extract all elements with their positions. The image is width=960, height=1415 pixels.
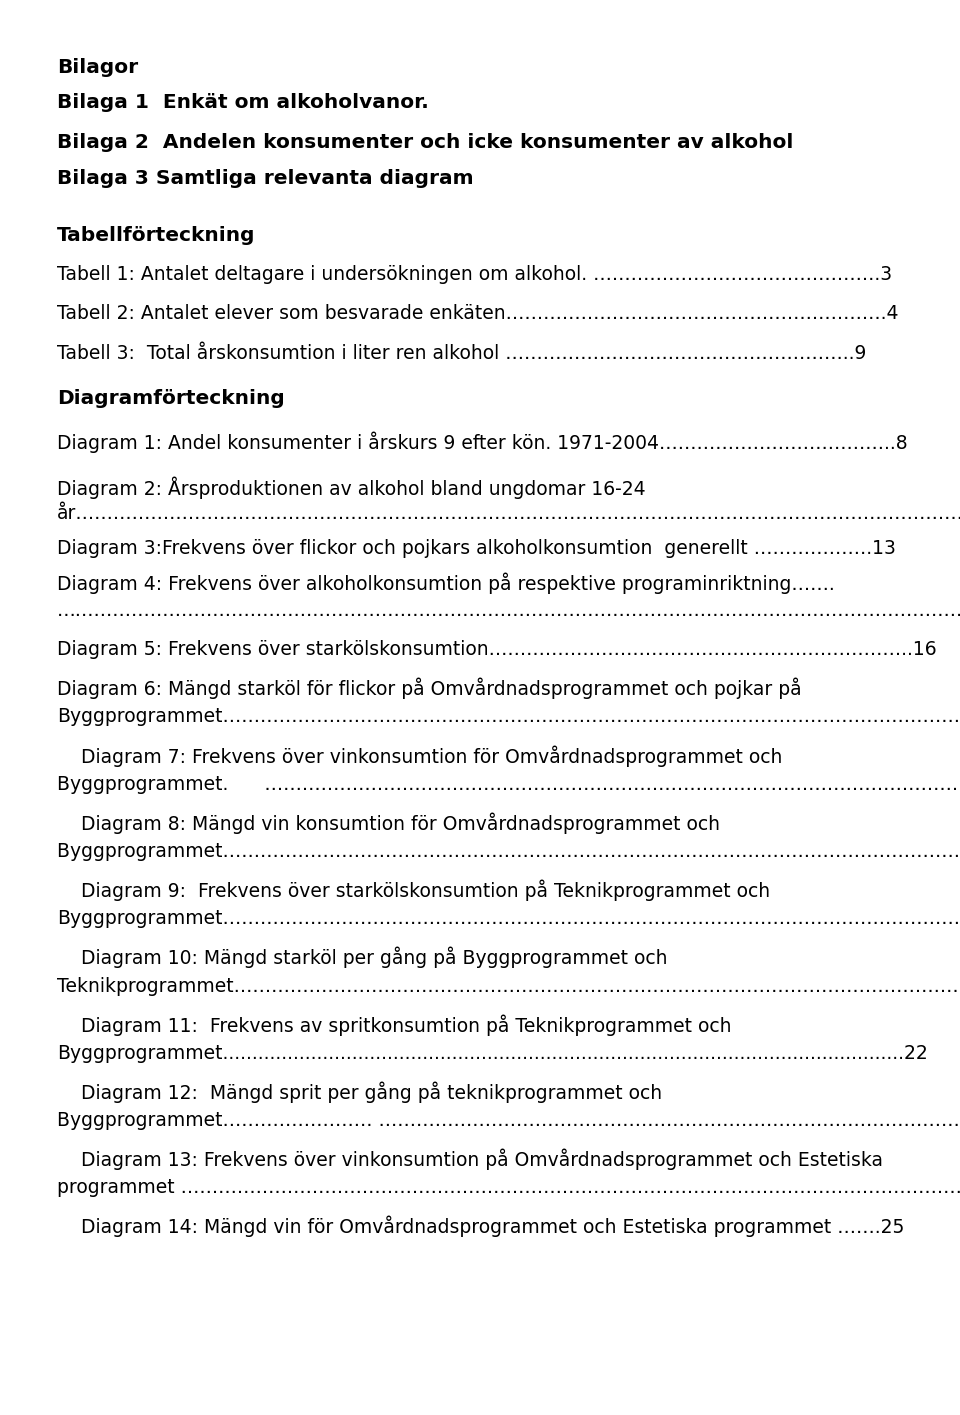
Text: Byggprogrammet…………………………………………………………………………………………………………………………………………… 19: Byggprogrammet……………………………………………………………………… (57, 842, 960, 860)
Text: programmet ……………………………………………………………………………………………………………………………………………………………24: programmet ……………………………………………………………………………… (57, 1179, 960, 1197)
Text: Byggprogrammet……………………………………………………………………………………………………………………………………………..20: Byggprogrammet……………………………………………………………………… (57, 910, 960, 928)
Text: Diagram 11:  Frekvens av spritkonsumtion på Teknikprogrammet och: Diagram 11: Frekvens av spritkonsumtion … (57, 1015, 732, 1036)
Text: år……………………………………………………………………………………………………………………………………………….10: år……………………………………………………………………………………………………… (57, 504, 960, 524)
Text: Diagram 4: Frekvens över alkoholkonsumtion på respektive programinriktning…….: Diagram 4: Frekvens över alkoholkonsumti… (57, 573, 834, 594)
Text: Byggprogrammet..................................................................: Byggprogrammet..........................… (57, 1044, 927, 1063)
Text: Bilagor: Bilagor (57, 58, 138, 76)
Text: Byggprogrammet.      ……………………………………………………………………………………………………………….………………………18: Byggprogrammet. ………………………………………………………………… (57, 775, 960, 794)
Text: Diagram 8: Mängd vin konsumtion för Omvårdnadsprogrammet och: Diagram 8: Mängd vin konsumtion för Omvå… (57, 812, 720, 833)
Text: Diagram 3:Frekvens över flickor och pojkars alkoholkonsumtion  generellt ……………….: Diagram 3:Frekvens över flickor och pojk… (57, 539, 896, 559)
Text: Diagram 5: Frekvens över starkölskonsumtion…………………………………………………………..16: Diagram 5: Frekvens över starkölskonsumt… (57, 640, 936, 659)
Text: Diagramförteckning: Diagramförteckning (57, 389, 284, 408)
Text: Diagram 1: Andel konsumenter i årskurs 9 efter kön. 1971-2004………………………………..8: Diagram 1: Andel konsumenter i årskurs 9… (57, 432, 907, 453)
Text: Tabell 3:  Total årskonsumtion i liter ren alkohol ………………………………………………..9: Tabell 3: Total årskonsumtion i liter re… (57, 344, 866, 364)
Text: …………………………………………………………………………………………………………………………………………………………………………….14-15: …………………………………………………………………………………………………………… (57, 601, 960, 620)
Text: Diagram 10: Mängd starköl per gång på Byggprogrammet och: Diagram 10: Mängd starköl per gång på By… (57, 947, 667, 968)
Text: Byggprogrammet……………………………………………………………………………………………………………………………………………...17: Byggprogrammet……………………………………………………………………… (57, 708, 960, 726)
Text: Bilaga 1  Enkät om alkoholvanor.: Bilaga 1 Enkät om alkoholvanor. (57, 93, 428, 112)
Text: Diagram 6: Mängd starköl för flickor på Omvårdnadsprogrammet och pojkar på: Diagram 6: Mängd starköl för flickor på … (57, 678, 802, 699)
Text: Bilaga 3 Samtliga relevanta diagram: Bilaga 3 Samtliga relevanta diagram (57, 170, 473, 188)
Text: Teknikprogrammet……………………………………………………………………………………………………………………………………………...21: Teknikprogrammet………………………………………………………………… (57, 976, 960, 996)
Text: Diagram 14: Mängd vin för Omvårdnadsprogrammet och Estetiska programmet …….25: Diagram 14: Mängd vin för Omvårdnadsprog… (57, 1215, 904, 1237)
Text: Tabell 2: Antalet elever som besvarade enkäten…………………………………………………….4: Tabell 2: Antalet elever som besvarade e… (57, 304, 899, 323)
Text: Diagram 9:  Frekvens över starkölskonsumtion på Teknikprogrammet och: Diagram 9: Frekvens över starkölskonsumt… (57, 880, 770, 901)
Text: Byggprogrammet…………………… …………………………………………………………………………………………………………………………………..23: Byggprogrammet…………………… ……………………………………………… (57, 1111, 960, 1131)
Text: Tabell 1: Antalet deltagare i undersökningen om alkohol. ……………………………………….3: Tabell 1: Antalet deltagare i undersökni… (57, 265, 892, 284)
Text: Diagram 13: Frekvens över vinkonsumtion på Omvårdnadsprogrammet och Estetiska: Diagram 13: Frekvens över vinkonsumtion … (57, 1149, 882, 1170)
Text: Tabellförteckning: Tabellförteckning (57, 226, 255, 245)
Text: Diagram 2: Årsproduktionen av alkohol bland ungdomar 16-24: Diagram 2: Årsproduktionen av alkohol bl… (57, 477, 645, 498)
Text: Diagram 7: Frekvens över vinkonsumtion för Omvårdnadsprogrammet och: Diagram 7: Frekvens över vinkonsumtion f… (57, 746, 782, 767)
Text: Diagram 12:  Mängd sprit per gång på teknikprogrammet och: Diagram 12: Mängd sprit per gång på tekn… (57, 1081, 661, 1102)
Text: Bilaga 2  Andelen konsumenter och icke konsumenter av alkohol: Bilaga 2 Andelen konsumenter och icke ko… (57, 133, 793, 153)
